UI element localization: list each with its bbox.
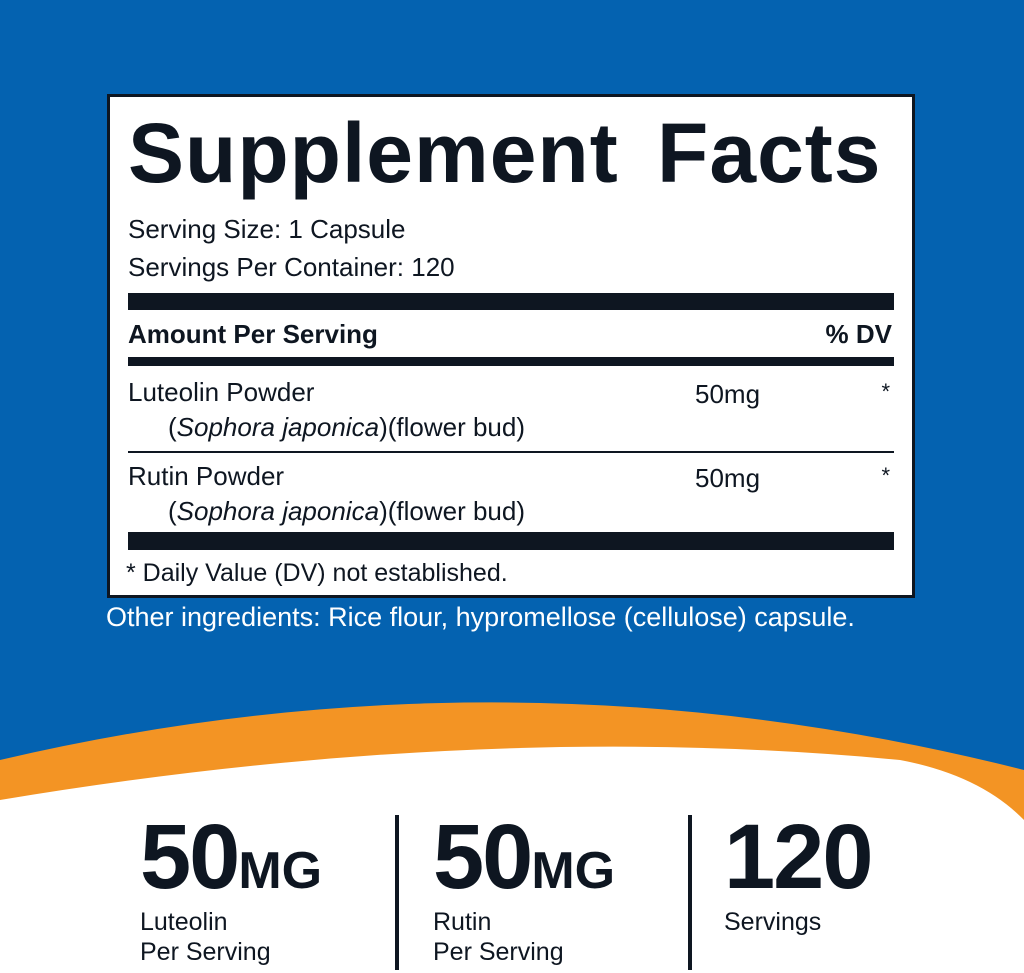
source-species: Sophora japonica bbox=[176, 412, 380, 442]
footnote: * Daily Value (DV) not established. bbox=[126, 559, 508, 587]
facts-title: Supplement Facts bbox=[128, 106, 882, 200]
ingredient-dv: * bbox=[881, 379, 890, 404]
stat-divider bbox=[688, 815, 692, 970]
stat-rutin: 50MG Rutin Per Serving bbox=[433, 805, 615, 970]
white-area bbox=[0, 746, 1024, 973]
stat-unit: MG bbox=[238, 842, 323, 900]
stat-unit: MG bbox=[531, 842, 616, 900]
stat-value: 120 bbox=[724, 806, 873, 908]
stat-label-1: Luteolin bbox=[140, 908, 228, 936]
divider-thick bbox=[128, 293, 894, 310]
serving-size: Serving Size: 1 Capsule bbox=[128, 214, 406, 244]
stat-servings: 120 Servings bbox=[724, 805, 873, 940]
supplement-facts-panel: Supplement Facts Serving Size: 1 Capsule… bbox=[107, 94, 915, 598]
stat-label-2: Per Serving bbox=[140, 938, 271, 966]
servings-per-container: Servings Per Container: 120 bbox=[128, 252, 455, 282]
stat-divider bbox=[395, 815, 399, 970]
dv-header: % DV bbox=[825, 319, 892, 349]
stat-label-1: Rutin bbox=[433, 908, 492, 936]
source-species: Sophora japonica bbox=[176, 496, 380, 526]
amount-per-serving-header: Amount Per Serving bbox=[128, 319, 378, 349]
divider-thin bbox=[128, 451, 894, 453]
ingredient-amount: 50mg bbox=[695, 379, 761, 409]
stat-luteolin: 50MG Luteolin Per Serving bbox=[140, 805, 322, 970]
ingredient-dv: * bbox=[881, 463, 890, 488]
other-ingredients: Other ingredients: Rice flour, hypromell… bbox=[106, 602, 855, 632]
stat-label-2: Per Serving bbox=[433, 938, 564, 966]
ingredient-source: (Sophora japonica)(flower bud) bbox=[168, 496, 526, 526]
stat-value: 50 bbox=[433, 806, 533, 908]
divider-thick bbox=[128, 532, 894, 550]
ingredient-name: Luteolin Powder bbox=[128, 377, 315, 407]
ingredient-name: Rutin Powder bbox=[128, 461, 285, 491]
ingredient-amount: 50mg bbox=[695, 463, 761, 493]
stat-label-1: Servings bbox=[724, 908, 822, 936]
stat-value: 50 bbox=[140, 806, 240, 908]
divider-medium bbox=[128, 357, 894, 366]
ingredient-source: (Sophora japonica)(flower bud) bbox=[168, 412, 526, 442]
